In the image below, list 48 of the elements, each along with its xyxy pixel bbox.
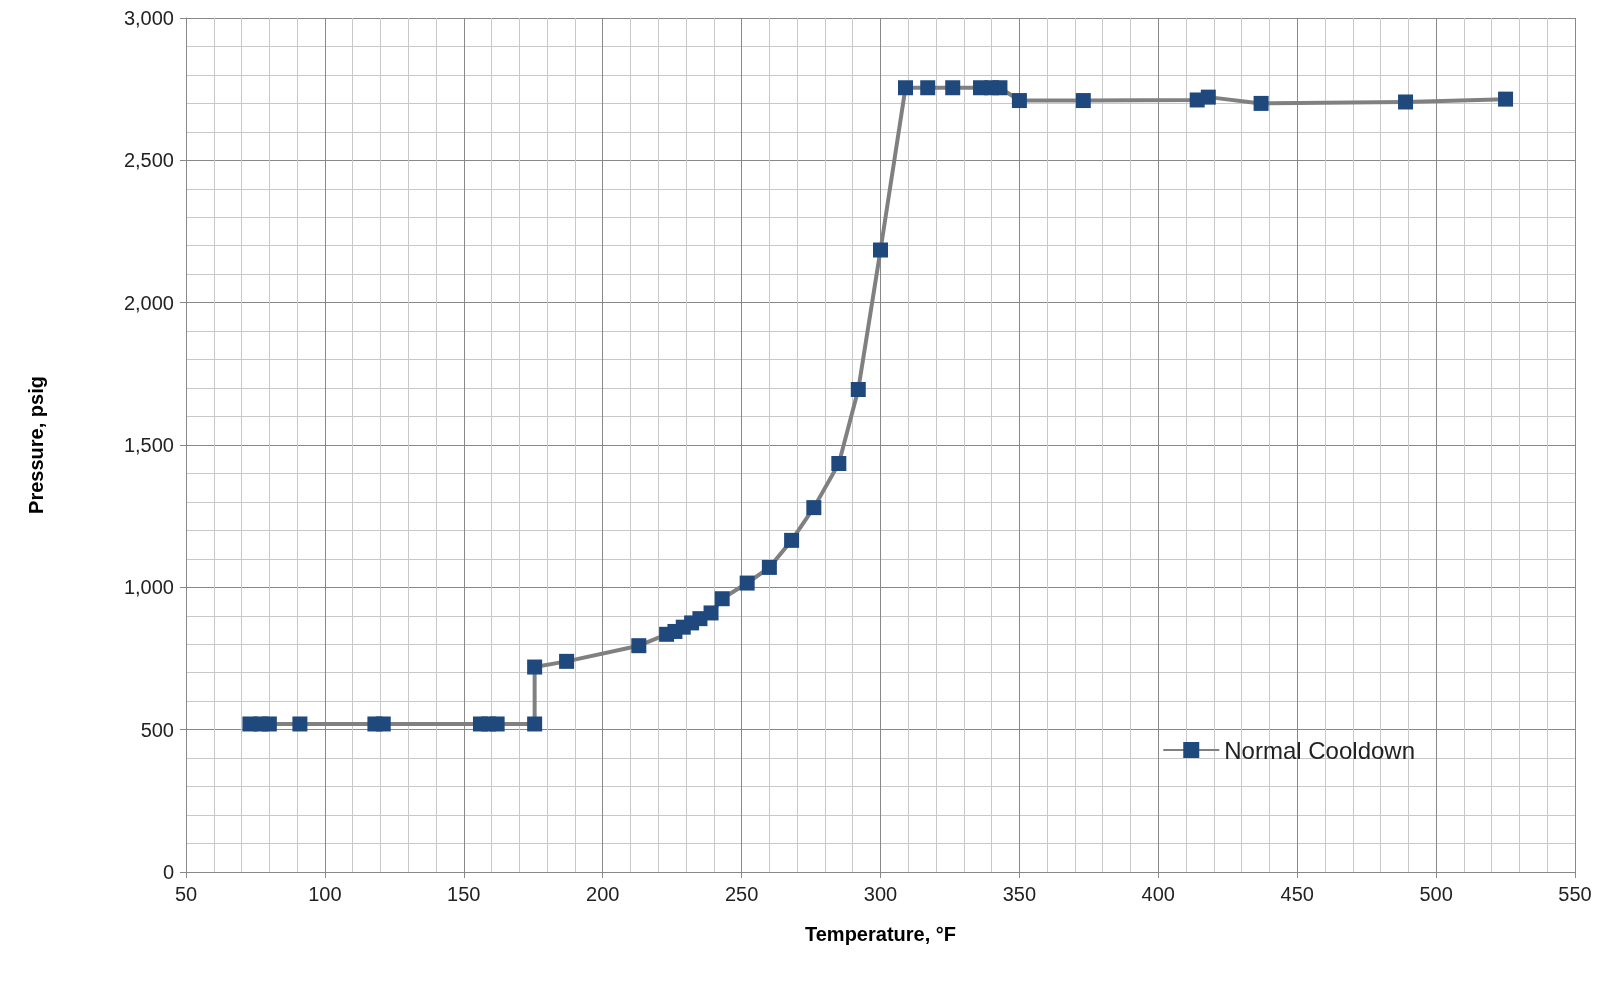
point — [992, 80, 1008, 96]
x-tick-label: 450 — [1280, 883, 1314, 905]
point — [559, 653, 575, 669]
point — [1200, 89, 1216, 105]
point — [831, 456, 847, 471]
x-tick-label: 50 — [174, 883, 198, 905]
point — [784, 532, 800, 548]
y-axis-title: Pressure, psig — [25, 376, 47, 514]
point — [739, 575, 755, 591]
x-tick-label: 150 — [447, 883, 481, 905]
x-tick-label: 550 — [1558, 883, 1592, 905]
x-tick-label: 100 — [308, 883, 342, 905]
point — [714, 591, 730, 607]
y-tick-label: 2,500 — [123, 149, 174, 172]
x-tick-label: 500 — [1419, 883, 1453, 905]
point — [1011, 93, 1027, 109]
x-tick-label: 200 — [586, 883, 620, 905]
y-tick-label: 1,500 — [123, 434, 174, 456]
point — [261, 716, 277, 732]
point — [631, 638, 647, 654]
point — [873, 242, 888, 258]
y-tick-label: 3,000 — [123, 7, 174, 29]
y-tick-label: 2,000 — [123, 291, 174, 314]
point — [1498, 91, 1514, 107]
point — [527, 716, 543, 732]
y-tick-label: 1,000 — [123, 576, 174, 599]
point — [898, 80, 913, 96]
x-tick-label: 350 — [1002, 883, 1037, 905]
point — [850, 381, 866, 397]
point — [1075, 93, 1091, 109]
point — [761, 559, 777, 575]
point — [1253, 95, 1269, 111]
y-tick-label: 500 — [140, 718, 174, 741]
point — [489, 716, 505, 732]
point — [1398, 94, 1414, 110]
point — [920, 80, 936, 96]
y-tick-label: 0 — [162, 861, 174, 883]
point — [703, 605, 719, 621]
legend-label: Normal Cooldown — [1224, 736, 1415, 764]
x-axis-title: Temperature, °F — [805, 923, 956, 945]
point — [806, 500, 822, 516]
x-tick-label: 400 — [1141, 883, 1175, 905]
x-tick-label: 300 — [863, 883, 898, 905]
x-tick-label: 250 — [724, 883, 759, 905]
point — [375, 716, 391, 732]
point — [292, 716, 308, 732]
point — [945, 80, 961, 96]
point — [527, 659, 543, 675]
